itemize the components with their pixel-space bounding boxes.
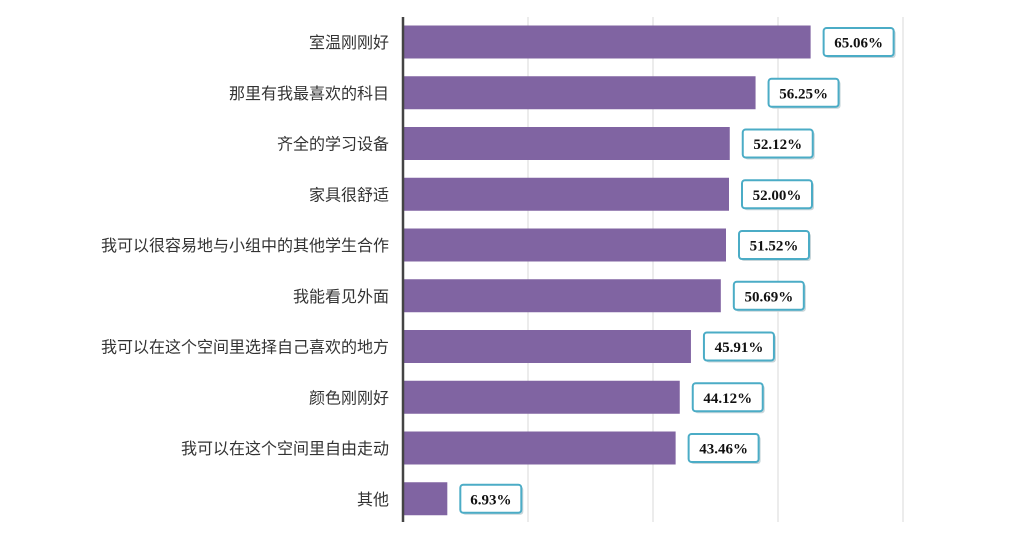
value-label-text: 52.00% xyxy=(753,188,802,204)
value-label-box xyxy=(767,77,840,108)
value-label-box xyxy=(687,433,760,463)
category-label: 颜色刚刚好 xyxy=(309,388,389,407)
value-label-box xyxy=(691,382,764,413)
bar xyxy=(404,380,680,414)
bar xyxy=(404,177,729,211)
value-label-text: 43.46% xyxy=(699,442,748,458)
value-label: 51.52% xyxy=(738,230,811,261)
category-label: 家具很舒适 xyxy=(309,185,389,204)
value-label-box xyxy=(459,483,523,514)
bar xyxy=(404,482,448,516)
value-label-text: 44.12% xyxy=(703,391,752,407)
value-label-box xyxy=(822,27,895,57)
bar xyxy=(404,25,811,59)
value-label: 52.00% xyxy=(741,179,814,211)
value-label-box xyxy=(741,179,813,210)
category-label: 室温刚刚好 xyxy=(309,33,389,52)
value-label: 65.06% xyxy=(822,27,896,58)
bar xyxy=(404,76,756,110)
value-label: 43.46% xyxy=(687,433,761,464)
category-label: 那里有我最喜欢的科目 xyxy=(229,84,389,103)
category-label: 我可以在这个空间里选择自己喜欢的地方 xyxy=(101,338,389,357)
bar xyxy=(404,431,676,465)
value-label-box xyxy=(702,331,775,362)
category-label: 其他 xyxy=(357,490,389,509)
value-label-text: 6.93% xyxy=(470,492,511,508)
category-label: 我可以很容易地与小组中的其他学生合作 xyxy=(101,236,389,255)
bars xyxy=(404,25,811,516)
value-label: 52.12% xyxy=(741,128,815,160)
value-label-text: 56.25% xyxy=(779,86,828,102)
value-label: 6.93% xyxy=(459,483,524,515)
value-label: 56.25% xyxy=(767,77,841,109)
value-label-text: 51.52% xyxy=(750,239,799,255)
category-label: 我可以在这个空间里自由走动 xyxy=(181,439,389,458)
value-label-box xyxy=(732,280,805,311)
category-labels: 室温刚刚好那里有我最喜欢的科目齐全的学习设备家具很舒适我可以很容易地与小组中的其… xyxy=(101,33,389,509)
value-label-box xyxy=(741,128,814,159)
value-label-text: 45.91% xyxy=(715,340,764,356)
value-label-text: 52.12% xyxy=(753,137,802,153)
value-label: 45.91% xyxy=(702,331,776,363)
bar xyxy=(404,330,691,363)
category-label: 我能看见外面 xyxy=(293,287,389,306)
value-label: 44.12% xyxy=(691,382,765,414)
value-label: 50.69% xyxy=(732,280,806,312)
bar xyxy=(404,228,726,262)
value-label-box xyxy=(738,230,810,260)
value-labels: 65.06% 56.25% 52.12% 52.00% 51.52% 50.69% 45.9… xyxy=(459,27,896,515)
value-label-text: 50.69% xyxy=(744,289,793,305)
value-label-text: 65.06% xyxy=(834,36,883,52)
bar xyxy=(404,127,730,160)
bar xyxy=(404,279,721,313)
category-label: 齐全的学习设备 xyxy=(277,135,389,154)
